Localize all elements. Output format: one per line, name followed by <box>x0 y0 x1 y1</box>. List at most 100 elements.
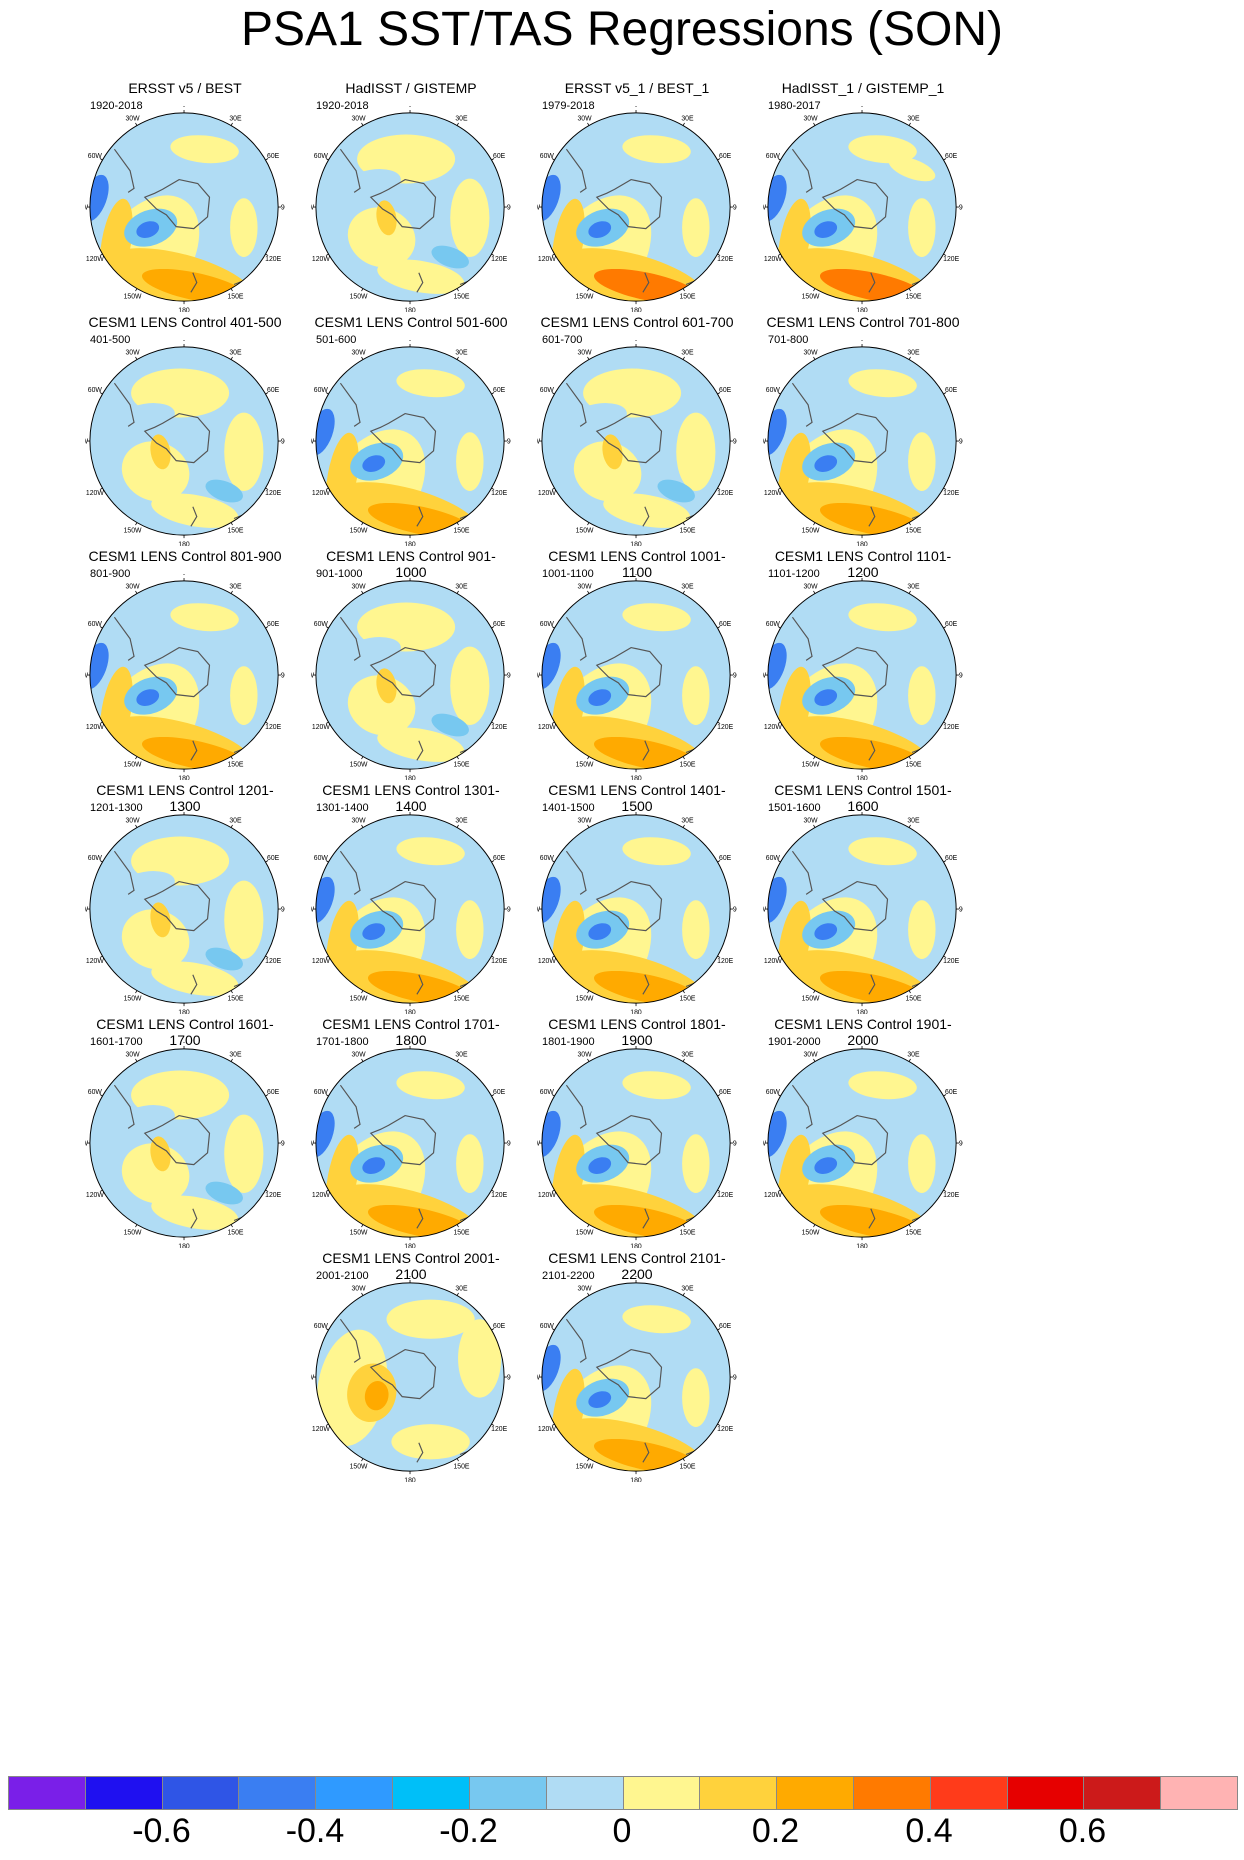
longitude-tick <box>456 756 459 760</box>
longitude-label: 0 <box>182 340 186 343</box>
longitude-tick <box>99 1189 103 1192</box>
longitude-label: 120E <box>717 1426 733 1433</box>
longitude-label: 150W <box>350 1230 368 1237</box>
south-america-coastline <box>565 850 587 895</box>
longitude-label: 150E <box>905 528 921 535</box>
south-america-coastline <box>565 382 587 427</box>
polar-map: 0 30E 60E 90E 120E 150E 180 150W 120W 90W 60W 30W <box>537 340 737 546</box>
longitude-tick <box>813 122 816 126</box>
positive-anomaly <box>676 412 716 492</box>
longitude-label: 90E <box>733 1374 737 1381</box>
longitude-label: 180 <box>404 1009 416 1014</box>
longitude-label: 180 <box>630 307 642 312</box>
longitude-label: 90E <box>507 906 511 913</box>
longitude-label: 60E <box>267 387 280 394</box>
longitude-label: 30W <box>351 583 366 590</box>
longitude-label: 30E <box>681 1051 694 1058</box>
longitude-label: 60W <box>314 153 329 160</box>
longitude-label: 60E <box>719 1323 732 1330</box>
longitude-label: 60E <box>719 621 732 628</box>
field-layer <box>767 1048 957 1238</box>
longitude-label: 150W <box>576 1464 594 1471</box>
longitude-tick <box>777 1094 781 1097</box>
longitude-tick <box>230 1224 233 1228</box>
longitude-label: 60E <box>267 153 280 160</box>
map-panel: ERSST v5 / BEST 1920-2018 0 30E 60E 90E 120E 15… <box>85 80 353 354</box>
longitude-label: 180 <box>404 541 416 546</box>
longitude-label: 120W <box>86 256 104 263</box>
longitude-tick <box>682 1292 685 1296</box>
longitude-label: 90E <box>507 1140 511 1147</box>
longitude-label: 90W <box>763 204 767 211</box>
longitude-tick <box>943 487 947 490</box>
longitude-tick <box>551 721 555 724</box>
positive-anomaly <box>450 178 490 258</box>
longitude-tick <box>135 522 138 526</box>
longitude-label: 30E <box>455 1051 468 1058</box>
panel-period: 1101-1200 <box>768 568 820 580</box>
new-zealand-coastline <box>868 974 876 995</box>
longitude-tick <box>99 860 103 863</box>
longitude-label: 30W <box>577 115 592 122</box>
longitude-label: 90W <box>763 1140 767 1147</box>
longitude-label: 30E <box>455 1285 468 1292</box>
longitude-label: 150W <box>802 762 820 769</box>
longitude-tick <box>230 356 233 360</box>
longitude-label: 90E <box>281 672 285 679</box>
colorbar-swatch <box>1084 1777 1162 1809</box>
colorbar-swatch <box>162 1777 240 1809</box>
negative-anomaly <box>588 923 612 940</box>
south-america-coastline <box>339 1318 361 1363</box>
colorbar-swatch <box>9 1777 86 1809</box>
longitude-label: 90E <box>733 906 737 913</box>
longitude-tick <box>325 487 329 490</box>
longitude-tick <box>456 288 459 292</box>
longitude-label: 0 <box>182 574 186 577</box>
negative-anomaly <box>541 174 561 222</box>
longitude-tick <box>491 1423 495 1426</box>
negative-anomaly <box>136 221 160 238</box>
antarctica-coastline <box>595 646 663 698</box>
negative-anomaly <box>541 876 561 924</box>
longitude-tick <box>99 253 103 256</box>
longitude-label: 30W <box>803 115 818 122</box>
polar-map: 0 30E 60E 90E 120E 150E 180 150W 120W 90W 60W 30W <box>537 106 737 312</box>
longitude-label: 180 <box>630 1477 642 1482</box>
antarctica-coastline <box>595 880 663 932</box>
antarctica-coastline <box>143 178 211 230</box>
positive-anomaly <box>456 1134 484 1194</box>
longitude-tick <box>682 1224 685 1228</box>
negative-anomaly <box>431 713 469 737</box>
map-panel: HadISST / GISTEMP 1920-2018 0 30E 60E 90E 120E… <box>311 80 579 354</box>
longitude-label: 180 <box>630 541 642 546</box>
longitude-label: 30W <box>577 1051 592 1058</box>
longitude-label: 0 <box>182 106 186 109</box>
longitude-label: 120E <box>717 1192 733 1199</box>
field-layer <box>541 814 731 1004</box>
antarctica-coastline <box>143 646 211 698</box>
longitude-label: 90E <box>959 204 963 211</box>
polar-map: 0 30E 60E 90E 120E 150E 180 150W 120W 90W 60W 30W <box>537 1042 737 1248</box>
positive-anomaly <box>848 1071 917 1100</box>
longitude-label: 90W <box>85 672 89 679</box>
longitude-label: 60W <box>88 855 103 862</box>
colorbar-label: -0.4 <box>285 1812 345 1850</box>
positive-anomaly <box>224 880 264 960</box>
new-zealand-coastline <box>642 740 650 761</box>
longitude-tick <box>587 1458 590 1462</box>
longitude-tick <box>99 721 103 724</box>
longitude-label: 180 <box>178 775 190 780</box>
longitude-tick <box>908 522 911 526</box>
longitude-label: 90E <box>507 204 511 211</box>
longitude-tick <box>456 522 459 526</box>
longitude-label: 150E <box>227 294 243 301</box>
longitude-tick <box>587 756 590 760</box>
longitude-tick <box>361 824 364 828</box>
panel-title: CESM1 LENS Control 701-800 <box>766 314 960 330</box>
negative-anomaly <box>205 947 243 971</box>
longitude-label: 0 <box>634 808 638 811</box>
polar-map: 0 30E 60E 90E 120E 150E 180 150W 120W 90W 60W 30W <box>311 808 511 1014</box>
